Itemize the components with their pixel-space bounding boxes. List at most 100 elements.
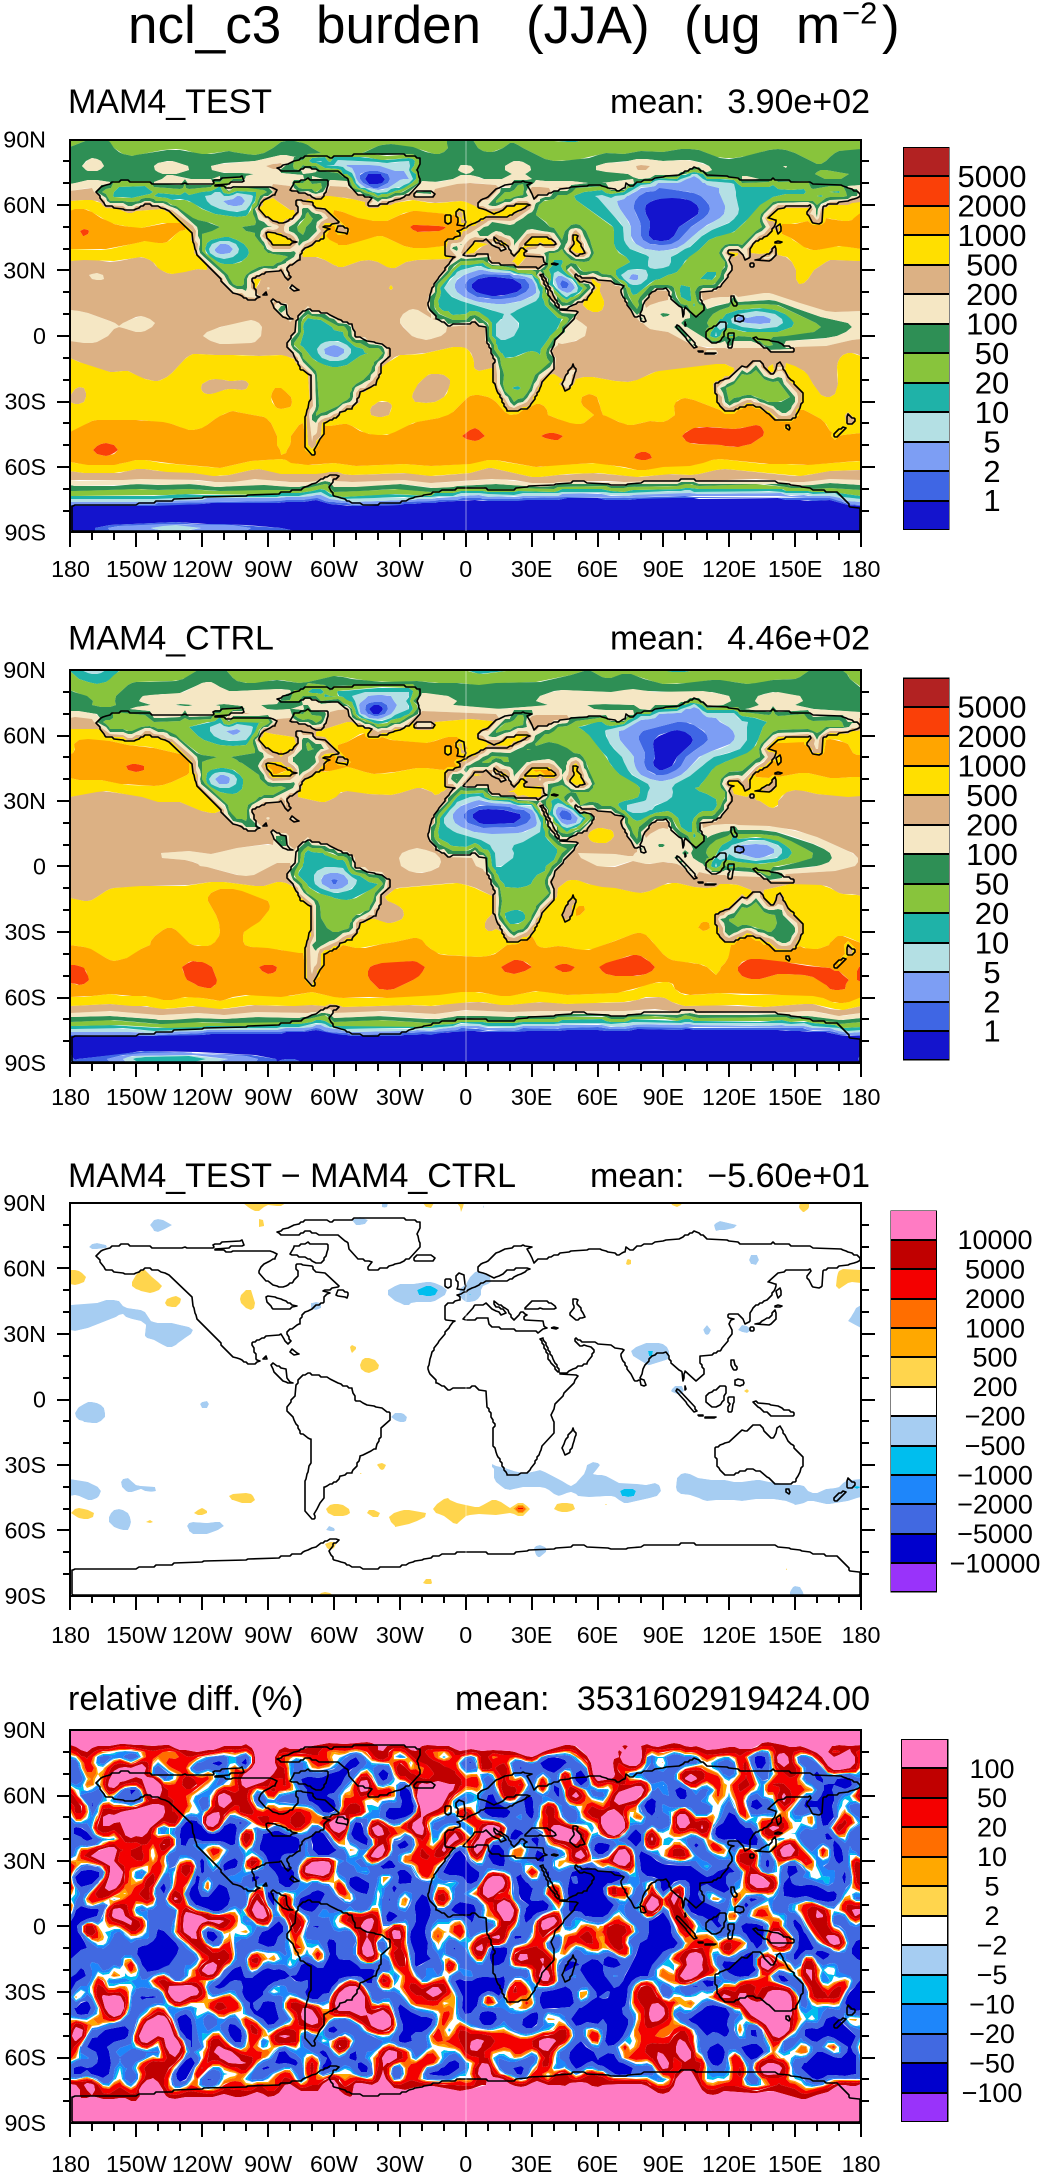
svg-text:5000: 5000 [958, 159, 1027, 194]
svg-text:90W: 90W [244, 1622, 292, 1648]
svg-text:120W: 120W [172, 556, 233, 582]
svg-text:−100: −100 [962, 2078, 1023, 2108]
svg-text:−200: −200 [965, 1401, 1026, 1431]
svg-text:180: 180 [51, 2151, 90, 2175]
svg-text:2000: 2000 [965, 1284, 1025, 1314]
svg-text:120W: 120W [172, 2151, 233, 2175]
svg-text:1: 1 [983, 483, 1000, 518]
svg-text:3.90e+02: 3.90e+02 [727, 83, 870, 121]
svg-text:relative diff. (%): relative diff. (%) [68, 1680, 304, 1718]
svg-text:2: 2 [984, 1901, 999, 1931]
svg-text:90W: 90W [244, 2151, 292, 2175]
svg-text:30S: 30S [5, 389, 46, 415]
svg-text:150W: 150W [106, 1622, 167, 1648]
svg-text:60E: 60E [577, 1084, 618, 1110]
svg-text:MAM4_TEST − MAM4_CTRL: MAM4_TEST − MAM4_CTRL [68, 1157, 516, 1195]
svg-text:60E: 60E [577, 556, 618, 582]
svg-text:0: 0 [459, 1622, 472, 1648]
svg-text:1000: 1000 [965, 1313, 1025, 1343]
svg-text:MAM4_CTRL: MAM4_CTRL [68, 620, 274, 658]
svg-text:mean:: mean: [610, 620, 705, 658]
svg-text:90W: 90W [244, 556, 292, 582]
svg-text:60E: 60E [577, 1622, 618, 1648]
svg-text:150E: 150E [768, 1084, 822, 1110]
svg-text:90E: 90E [643, 2151, 684, 2175]
svg-text:120W: 120W [172, 1084, 233, 1110]
svg-text:20: 20 [975, 896, 1009, 931]
svg-text:90S: 90S [5, 2110, 46, 2136]
svg-text:2000: 2000 [958, 189, 1027, 224]
svg-text:100: 100 [969, 1754, 1014, 1784]
svg-text:500: 500 [966, 248, 1018, 283]
svg-text:30N: 30N [3, 788, 46, 814]
svg-text:50: 50 [975, 866, 1009, 901]
svg-text:180: 180 [842, 556, 881, 582]
svg-text:mean:: mean: [610, 83, 705, 121]
svg-text:60W: 60W [310, 2151, 358, 2175]
svg-text:5: 5 [984, 1872, 999, 1902]
svg-text:(JJA): (JJA) [526, 0, 650, 55]
svg-text:30N: 30N [3, 258, 46, 284]
svg-text:180: 180 [51, 1622, 90, 1648]
svg-text:20: 20 [975, 365, 1009, 400]
svg-text:150W: 150W [106, 2151, 167, 2175]
svg-text:150E: 150E [768, 2151, 822, 2175]
svg-text:180: 180 [842, 2151, 881, 2175]
svg-text:−1000: −1000 [957, 1460, 1033, 1490]
svg-text:90E: 90E [643, 556, 684, 582]
svg-text:−500: −500 [965, 1431, 1026, 1461]
svg-text:60S: 60S [5, 1518, 46, 1544]
svg-text:180: 180 [842, 1622, 881, 1648]
svg-text:50: 50 [975, 336, 1009, 371]
svg-text:500: 500 [966, 778, 1018, 813]
svg-text:100: 100 [966, 837, 1018, 872]
svg-text:30S: 30S [5, 919, 46, 945]
svg-text:30W: 30W [376, 2151, 424, 2175]
svg-text:60S: 60S [5, 454, 46, 480]
svg-text:500: 500 [972, 1343, 1017, 1373]
svg-text:5000: 5000 [965, 1255, 1025, 1285]
svg-text:mean:: mean: [455, 1680, 550, 1718]
svg-text:30W: 30W [376, 1622, 424, 1648]
svg-text:1000: 1000 [958, 749, 1027, 784]
svg-text:−10000: −10000 [950, 1548, 1041, 1578]
svg-text:60S: 60S [5, 985, 46, 1011]
svg-text:150W: 150W [106, 1084, 167, 1110]
svg-text:−5000: −5000 [957, 1519, 1033, 1549]
svg-text:4.46e+02: 4.46e+02 [727, 620, 870, 658]
svg-text:0: 0 [33, 323, 46, 349]
svg-text:180: 180 [51, 1084, 90, 1110]
svg-text:90N: 90N [3, 1717, 46, 1743]
svg-text:60N: 60N [3, 1256, 46, 1282]
svg-text:−5: −5 [977, 1960, 1008, 1990]
svg-text:30W: 30W [376, 556, 424, 582]
svg-text:90E: 90E [643, 1084, 684, 1110]
svg-text:90W: 90W [244, 1084, 292, 1110]
svg-text:2: 2 [983, 454, 1000, 489]
svg-text:180: 180 [842, 1084, 881, 1110]
svg-text:150E: 150E [768, 556, 822, 582]
svg-text:60W: 60W [310, 1622, 358, 1648]
svg-text:90N: 90N [3, 127, 46, 153]
svg-text:120W: 120W [172, 1622, 233, 1648]
svg-text:120E: 120E [702, 1084, 756, 1110]
svg-text:2000: 2000 [958, 719, 1027, 754]
svg-text:2: 2 [983, 984, 1000, 1019]
svg-text:0: 0 [459, 1084, 472, 1110]
svg-text:10: 10 [977, 1842, 1007, 1872]
svg-text:−2: −2 [842, 0, 877, 31]
svg-text:150W: 150W [106, 556, 167, 582]
svg-text:60S: 60S [5, 2045, 46, 2071]
svg-text:30E: 30E [511, 556, 552, 582]
svg-text:60N: 60N [3, 723, 46, 749]
svg-text:90N: 90N [3, 1190, 46, 1216]
svg-text:burden: burden [316, 0, 481, 55]
svg-text:−2000: −2000 [957, 1490, 1033, 1520]
svg-text:10000: 10000 [957, 1225, 1032, 1255]
svg-text:0: 0 [459, 2151, 472, 2175]
svg-text:0: 0 [459, 556, 472, 582]
svg-text:60N: 60N [3, 1783, 46, 1809]
svg-text:mean:: mean: [590, 1157, 685, 1195]
svg-text:m: m [796, 0, 840, 55]
svg-text:90S: 90S [5, 520, 46, 546]
